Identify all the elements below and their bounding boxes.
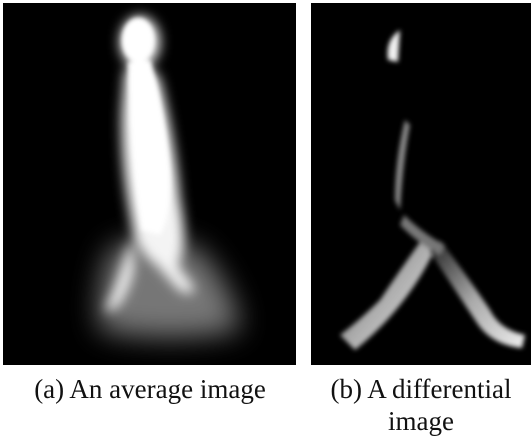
caption: (b) A differential [331, 374, 512, 404]
figure: (a) An average image (b) A differential … [0, 0, 531, 439]
page: (a) An average image (b) A differential … [0, 0, 531, 439]
caption: (a) An average image [34, 374, 266, 404]
average-image [3, 3, 296, 365]
caption: image [388, 406, 454, 436]
differential-image [311, 3, 531, 365]
